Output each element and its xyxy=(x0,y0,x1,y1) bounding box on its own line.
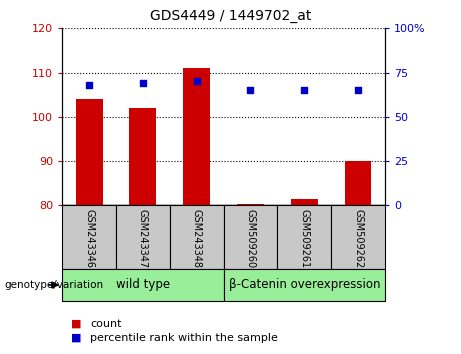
Bar xyxy=(331,205,385,269)
Text: GSM243348: GSM243348 xyxy=(192,209,202,268)
Bar xyxy=(183,68,210,205)
Bar xyxy=(76,99,102,205)
Point xyxy=(193,79,201,84)
Bar xyxy=(344,161,372,205)
Text: GSM243346: GSM243346 xyxy=(84,209,94,268)
Text: count: count xyxy=(90,319,121,329)
Bar xyxy=(278,205,331,269)
Point xyxy=(139,80,147,86)
Point xyxy=(301,87,308,93)
Bar xyxy=(237,204,264,205)
Text: wild type: wild type xyxy=(116,279,170,291)
Text: GSM509261: GSM509261 xyxy=(299,209,309,268)
Bar xyxy=(62,205,116,269)
Point xyxy=(355,87,362,93)
Bar xyxy=(291,199,318,205)
Bar xyxy=(130,108,156,205)
Bar xyxy=(116,205,170,269)
Text: GSM509262: GSM509262 xyxy=(353,209,363,268)
Text: GSM509260: GSM509260 xyxy=(245,209,255,268)
Text: GSM243347: GSM243347 xyxy=(138,209,148,268)
Text: genotype/variation: genotype/variation xyxy=(5,280,104,290)
Bar xyxy=(170,205,224,269)
Point xyxy=(247,87,254,93)
Bar xyxy=(224,269,385,301)
Text: percentile rank within the sample: percentile rank within the sample xyxy=(90,333,278,343)
Bar xyxy=(62,269,224,301)
Text: β-Catenin overexpression: β-Catenin overexpression xyxy=(229,279,380,291)
Text: ■: ■ xyxy=(71,319,82,329)
Text: GDS4449 / 1449702_at: GDS4449 / 1449702_at xyxy=(150,9,311,23)
Point xyxy=(85,82,93,88)
Bar xyxy=(224,205,278,269)
Text: ■: ■ xyxy=(71,333,82,343)
